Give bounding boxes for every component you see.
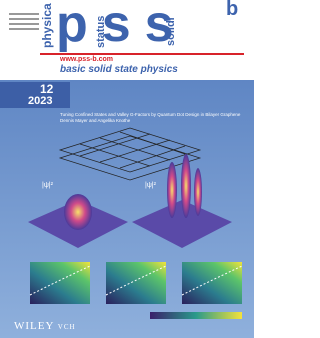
authors: Dennis Mayer and Angelika Knothe	[60, 118, 130, 123]
panel-label: |ψ|²	[42, 182, 53, 189]
subtitle: basic solid state physics	[60, 64, 178, 75]
issue-number: 12	[40, 82, 53, 96]
publisher-name: WILEY	[14, 320, 54, 332]
article-title: Tuning Confined States and Valley G-Fact…	[60, 112, 250, 117]
issn-block	[9, 10, 39, 38]
colorbar	[150, 312, 242, 319]
cover: physica pss status solidi b www.pss-b.co…	[0, 0, 254, 338]
panel-label: |ψ|²	[145, 182, 156, 189]
publisher-imprint: VCH	[58, 323, 76, 331]
heatmaps	[30, 262, 242, 304]
status: status	[95, 16, 107, 48]
url: www.pss-b.com	[60, 56, 113, 63]
solidi: solidi	[165, 17, 177, 46]
section: b	[226, 0, 238, 21]
publisher: WILEY VCH	[14, 320, 76, 332]
series: physica	[40, 3, 54, 48]
issue-year: 2023	[28, 95, 52, 107]
